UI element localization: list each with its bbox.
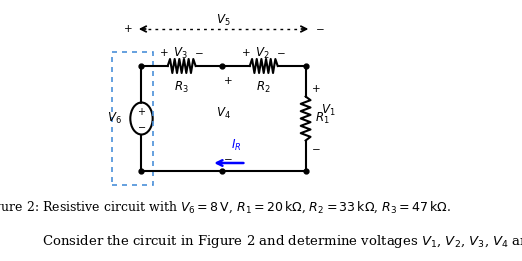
Text: $V_6$: $V_6$ [107, 111, 122, 126]
Text: $-$: $-$ [315, 25, 324, 33]
Text: $R_3$: $R_3$ [174, 80, 189, 95]
Text: $-$: $-$ [311, 144, 320, 153]
Text: $V_1$: $V_1$ [321, 103, 336, 118]
Text: $+$: $+$ [311, 83, 320, 94]
Text: Figure 2: Resistive circuit with $V_6 = 8\,\mathrm{V}$, $R_1 = 20\,\mathrm{k\Ome: Figure 2: Resistive circuit with $V_6 = … [0, 199, 451, 216]
Text: $V_3$: $V_3$ [173, 45, 187, 61]
Text: $-$: $-$ [276, 49, 286, 57]
Text: Consider the circuit in Figure 2 and determine voltages $V_1$, $V_2$, $V_3$, $V_: Consider the circuit in Figure 2 and det… [42, 233, 522, 250]
Text: $I_R$: $I_R$ [231, 138, 241, 153]
Text: $+$: $+$ [123, 23, 133, 34]
Text: $-$: $-$ [137, 121, 146, 130]
Text: $+$: $+$ [222, 74, 232, 86]
Text: $V_4$: $V_4$ [216, 106, 231, 121]
Text: $R_2$: $R_2$ [256, 80, 271, 95]
Text: $V_5$: $V_5$ [216, 13, 231, 28]
Text: $+$: $+$ [242, 48, 251, 58]
Text: $R_1$: $R_1$ [315, 111, 330, 126]
Text: $V_2$: $V_2$ [255, 45, 269, 61]
Text: $-$: $-$ [194, 49, 204, 57]
Text: $+$: $+$ [159, 48, 169, 58]
Text: $-$: $-$ [222, 155, 232, 163]
Text: $+$: $+$ [137, 106, 146, 117]
